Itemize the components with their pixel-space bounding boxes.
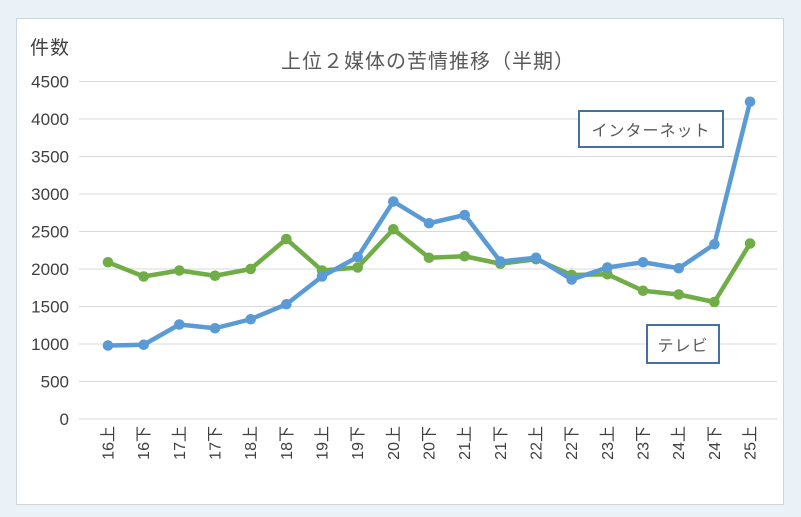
x-tick-label: 18下 [279, 426, 296, 460]
y-tick-label: 4000 [31, 110, 69, 129]
x-tick-label: 20下 [421, 426, 438, 460]
internet-marker [352, 251, 363, 263]
internet-marker [138, 339, 149, 351]
x-tick-label: 21下 [493, 426, 510, 460]
x-tick-label: 16上 [99, 426, 117, 460]
tv-marker [209, 270, 221, 282]
internet-marker [423, 217, 435, 229]
internet-marker [602, 262, 613, 273]
internet-marker [673, 262, 685, 274]
tv-marker [637, 285, 649, 297]
internet-marker [459, 209, 471, 221]
internet-marker [388, 196, 399, 207]
x-tick-label: 23下 [635, 426, 652, 460]
y-tick-label: 500 [41, 373, 69, 392]
internet-marker [566, 274, 578, 285]
y-tick-label: 1000 [31, 335, 69, 354]
x-tick-label: 24下 [707, 426, 724, 460]
chart-card: 0 500 1000 1500 2000 2500 3000 3500 4000 4500 16上 1… [16, 18, 784, 505]
internet-marker [281, 298, 292, 310]
chart-title: 上位２媒体の苦情推移（半期） [281, 51, 575, 73]
x-tick-label: 17下 [207, 426, 224, 460]
tv-marker [459, 250, 471, 262]
tv-marker [174, 265, 185, 276]
internet-marker [637, 256, 649, 268]
internet-marker [316, 271, 328, 282]
tv-marker [102, 256, 114, 268]
internet-marker [495, 256, 506, 267]
tv-marker [709, 296, 720, 308]
tv-marker [281, 233, 292, 245]
internet-marker [530, 252, 542, 264]
x-tick-label: 23上 [599, 426, 617, 460]
tv-marker [423, 252, 435, 264]
tv-marker [352, 262, 363, 273]
series-callout-internet-label: インターネット [591, 123, 711, 140]
y-tick-label: 2000 [31, 260, 69, 279]
x-tick-label: 19下 [350, 426, 367, 460]
series-callout-internet: インターネット [578, 110, 724, 148]
series-callout-tv: テレビ [646, 324, 720, 364]
internet-marker [245, 313, 256, 325]
x-tick-label: 22上 [527, 426, 545, 460]
tv-marker [388, 223, 399, 235]
internet-marker [209, 322, 221, 334]
x-tick-label: 17上 [171, 426, 189, 460]
y-tick-label: 4500 [31, 73, 69, 92]
y-tick-label: 3000 [31, 185, 69, 204]
line-chart-plot: 0 500 1000 1500 2000 2500 3000 3500 4000 4500 16上 1… [31, 73, 777, 460]
tv-marker [245, 263, 256, 275]
y-tick-label: 0 [60, 410, 69, 429]
y-axis-title: 件数 [30, 38, 71, 59]
x-tick-label: 21上 [456, 426, 474, 460]
x-tick-label: 16下 [136, 426, 153, 460]
y-tick-label: 1500 [31, 298, 69, 317]
internet-marker [744, 96, 756, 108]
tv-marker [138, 271, 149, 282]
tv-marker [673, 289, 685, 300]
internet-marker [174, 319, 185, 330]
x-tick-label: 24上 [670, 426, 688, 460]
y-tick-label: 3500 [31, 148, 69, 167]
x-tick-label: 22下 [564, 426, 581, 460]
internet-marker [102, 340, 114, 351]
y-tick-label: 2500 [31, 223, 69, 242]
x-tick-label: 19上 [313, 426, 331, 460]
tv-marker [744, 238, 756, 249]
x-tick-label: 25上 [742, 426, 760, 460]
x-tick-label: 20上 [385, 426, 403, 460]
x-tick-label: 18上 [242, 426, 260, 460]
series-callout-tv-label: テレビ [657, 338, 709, 355]
internet-marker [709, 238, 720, 250]
